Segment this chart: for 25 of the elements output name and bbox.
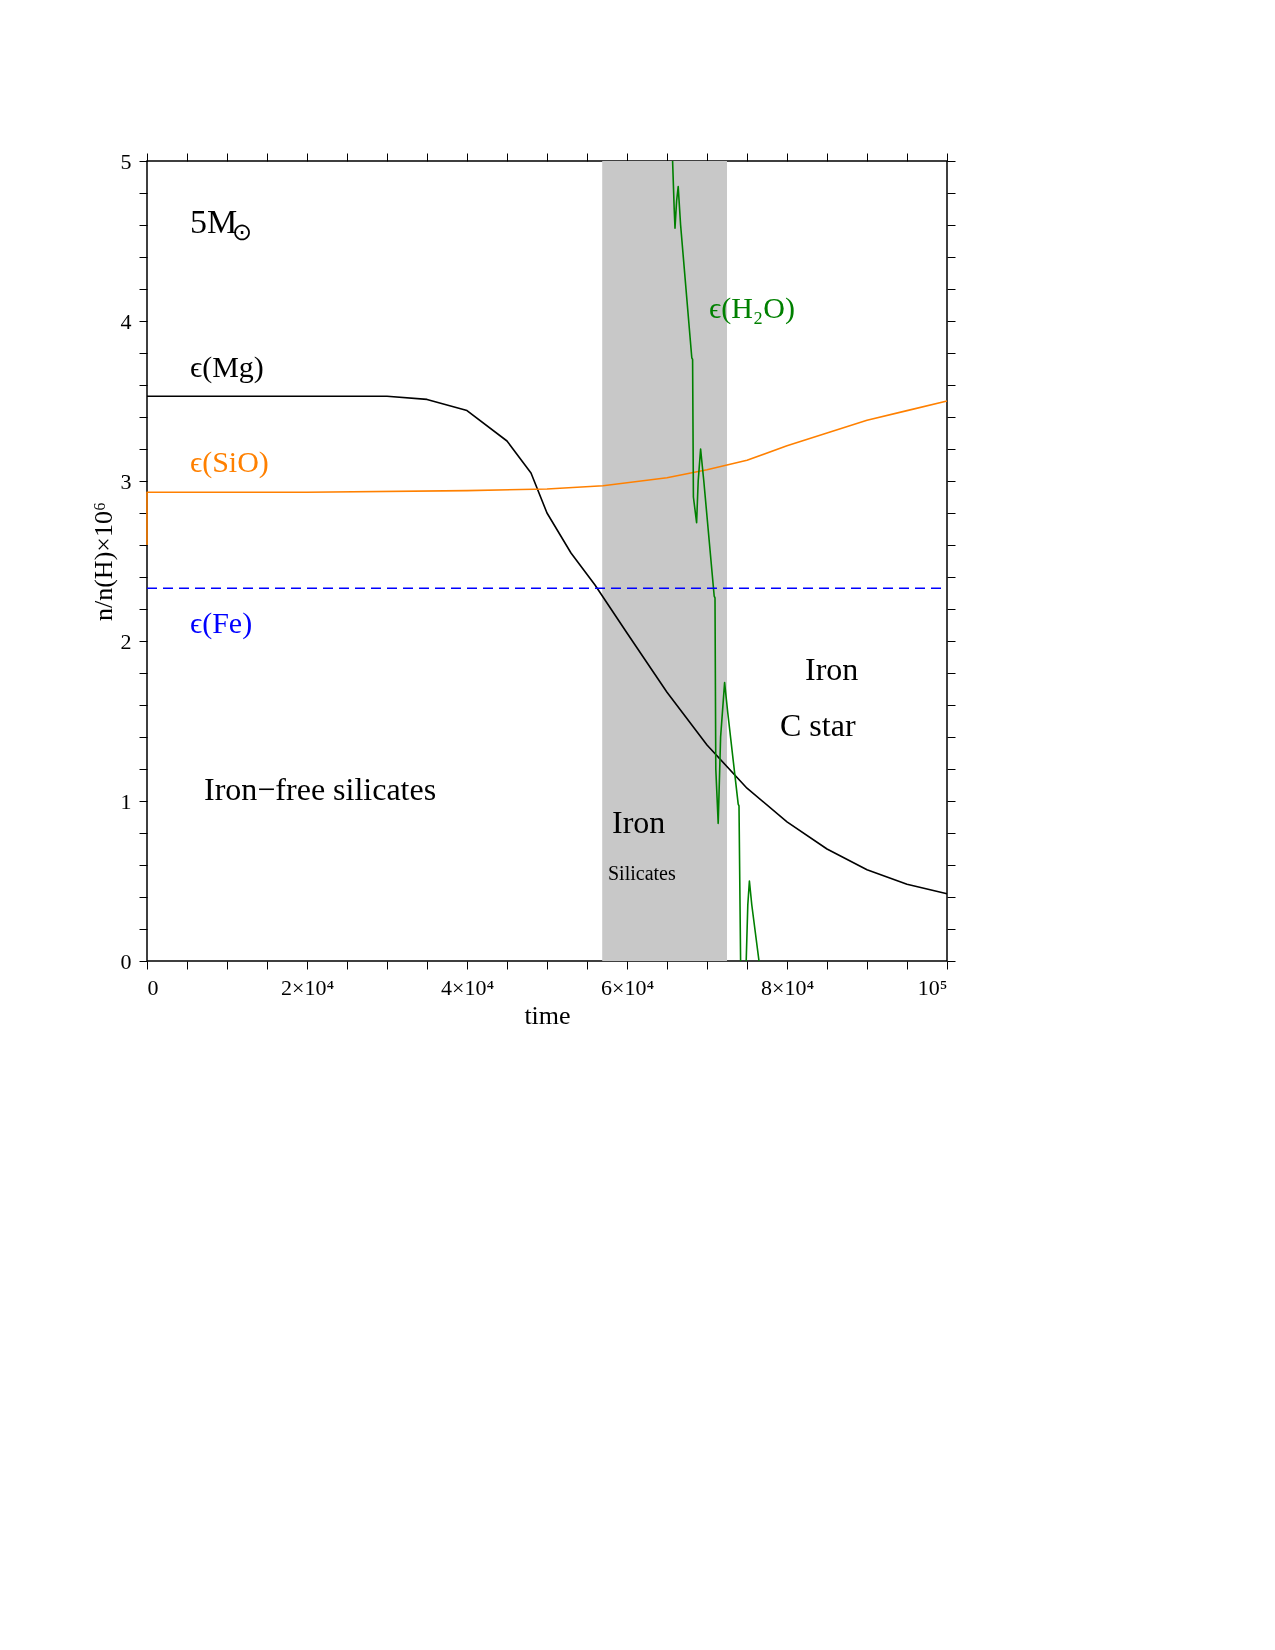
y-tick-label: 2: [120, 628, 132, 654]
y-tick-label: 4: [120, 308, 132, 334]
series-label: ϵ(Mg): [190, 350, 264, 384]
x-tick-label: 0: [147, 974, 159, 1000]
ref-line-label: ϵ(Fe): [190, 606, 253, 640]
annotation: Iron: [805, 651, 859, 687]
x-tick-label: 6×10⁴: [600, 974, 655, 1000]
x-tick-label: 8×10⁴: [760, 974, 815, 1000]
x-tick-label: 2×10⁴: [280, 974, 335, 1000]
x-tick-label: 10⁵: [917, 974, 948, 1000]
series-label: ϵ(H₂O): [709, 291, 795, 325]
annotation: C star: [780, 707, 856, 743]
y-tick-label: 1: [120, 788, 132, 814]
y-tick-label: 5: [120, 148, 132, 174]
x-tick-label: 4×10⁴: [440, 974, 495, 1000]
annotation: 5M⊙: [190, 203, 253, 246]
y-tick-label: 3: [120, 468, 132, 494]
series-label: ϵ(SiO): [190, 445, 269, 479]
annotation: Silicates: [608, 862, 676, 884]
annotation: Iron−free silicates: [204, 771, 437, 807]
annotation: Iron: [612, 804, 666, 840]
line-series: [146, 400, 948, 546]
x-axis-title: time: [524, 1000, 571, 1030]
y-tick-label: 0: [120, 948, 132, 974]
y-axis-title: n/n(H)×10⁶: [88, 501, 118, 622]
